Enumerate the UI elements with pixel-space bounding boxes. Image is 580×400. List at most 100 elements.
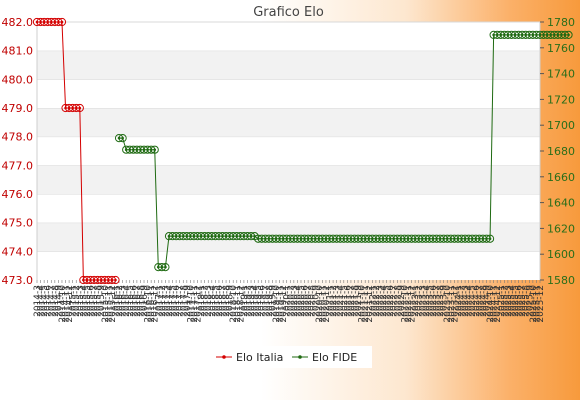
x-tick-label: 2025-11 — [532, 285, 542, 323]
x-tick-label: 2019-4 — [251, 285, 261, 317]
x-tick-label: 2015-2 — [72, 285, 82, 317]
x-tick-label: 2018-3 — [204, 285, 214, 317]
x-tick-label: 2015-7 — [90, 285, 100, 317]
data-point — [485, 234, 495, 243]
y-right-tick-label: 1620 — [547, 222, 575, 235]
x-tick-label: 2023-7 — [433, 285, 443, 317]
x-tick-label: 2015-3 — [76, 285, 86, 317]
x-tick-label: 2016-5 — [126, 285, 136, 317]
data-point — [111, 275, 120, 285]
x-tick-label: 2023-5 — [425, 285, 435, 317]
x-tick-label: 2015-5 — [83, 285, 93, 317]
x-tick-label: 2023-11 — [447, 285, 457, 323]
x-tick-label: 2020-11 — [318, 285, 328, 323]
x-tick-label: 2016-4 — [122, 285, 132, 317]
x-tick-label: 2024-11 — [490, 285, 500, 323]
y-axis-left: 473.0 474.0 475.0 476.0 477.0 478.0 479.0 480.0… — [2, 16, 34, 287]
x-tick-label: 2022-3 — [375, 285, 385, 317]
x-tick-label: 2014-9 — [54, 285, 64, 317]
x-tick-label: 2019-8 — [265, 285, 275, 317]
data-point-core — [60, 20, 64, 24]
x-tick-label: 2022-8 — [393, 285, 403, 317]
y-left-tick-label: 481.0 — [2, 45, 34, 58]
y-left-tick-label: 479.0 — [2, 102, 34, 115]
x-tick-label: 2021-5 — [340, 285, 350, 317]
x-tick-label: 2019-12 — [279, 285, 289, 323]
x-tick-label: 2021-12 — [365, 285, 375, 323]
x-tick-label: 2023-8 — [436, 285, 446, 317]
y-right-tick-label: 1780 — [547, 16, 575, 29]
x-tick-label: 2022-5 — [383, 285, 393, 317]
y-left-tick-label: 475.0 — [2, 217, 34, 230]
x-tick-label: 2019-6 — [258, 285, 268, 317]
x-tick-label: 2018-5 — [211, 285, 221, 317]
x-tick-label: 2022-1 — [368, 285, 378, 317]
grid-band — [37, 108, 540, 137]
x-tick-label: 2016-11 — [147, 285, 157, 323]
grid-band — [37, 50, 540, 80]
x-tick-label: 2021-2 — [329, 285, 339, 317]
x-tick-label: 2019-11 — [276, 285, 286, 323]
y-right-tick-label: 1680 — [547, 145, 575, 158]
x-tick-label: 2018-11 — [233, 285, 243, 323]
x-tick-label: 2014-6 — [44, 285, 54, 317]
x-tick-label: 2025-6 — [515, 285, 525, 317]
data-point-core — [121, 136, 124, 140]
x-tick-label: 2024-1 — [454, 285, 464, 317]
x-tick-label: 2020-6 — [301, 285, 311, 317]
x-tick-label: 2017-4 — [165, 285, 175, 317]
x-tick-label: 2017-5 — [169, 285, 179, 317]
x-tick-label: 2022-4 — [379, 285, 389, 317]
x-tick-label: 2023-3 — [418, 285, 428, 317]
x-tick-label: 2016-6 — [129, 285, 139, 317]
x-tick-label: 2017-1 — [154, 285, 164, 317]
x-tick-label: 2018-8 — [222, 285, 232, 317]
series-1 — [114, 30, 573, 272]
x-tick-label: 2017-11 — [190, 285, 200, 323]
y-left-tick-label: 478.0 — [2, 131, 34, 144]
x-tick-label: 2020-10 — [315, 285, 325, 323]
x-tick-label: 2019-7 — [261, 285, 271, 317]
x-tick-label: 2018-4 — [208, 285, 218, 317]
x-tick-label: 2025-5 — [511, 285, 521, 317]
x-tick-label: 2014-7 — [47, 285, 57, 317]
y-right-tick-label: 1700 — [547, 119, 575, 132]
x-tick-label: 2018-7 — [219, 285, 229, 317]
x-tick-label: 2015-12 — [108, 285, 118, 323]
legend-label: Elo Italia — [236, 351, 283, 364]
x-tick-label: 2016-12 — [151, 285, 161, 323]
x-tick-label: 2021-6 — [343, 285, 353, 317]
x-tick-label: 2021-3 — [333, 285, 343, 317]
x-tick-label: 2021-7 — [347, 285, 357, 317]
grid-band — [37, 251, 540, 280]
y-right-tick-label: 1580 — [547, 274, 575, 287]
x-tick-label: 2016-7 — [133, 285, 143, 317]
x-tick-label: 2023-9 — [440, 285, 450, 317]
x-tick-label: 2015-10 — [101, 285, 111, 323]
x-tick-label: 2025-1 — [497, 285, 507, 317]
x-tick-label: 2022-12 — [408, 285, 418, 323]
x-tick-label: 2015-1 — [69, 285, 79, 317]
grid-band — [37, 194, 540, 223]
x-tick-label: 2014-10 — [58, 285, 68, 323]
series-0 — [32, 17, 120, 285]
x-tick-label: 2014-8 — [51, 285, 61, 317]
x-tick-label: 2014-3 — [33, 285, 43, 317]
x-tick-label: 2018-6 — [215, 285, 225, 317]
x-tick-label: 2025-4 — [507, 285, 517, 317]
x-tick-label: 2024-12 — [493, 285, 503, 323]
x-tick-label: 2017-10 — [186, 285, 196, 323]
x-tick-label: 2021-8 — [350, 285, 360, 317]
x-tick-label: 2023-2 — [415, 285, 425, 317]
y-right-tick-label: 1660 — [547, 171, 575, 184]
x-tick-label: 2019-3 — [247, 285, 257, 317]
x-tick-label: 2020-4 — [293, 285, 303, 317]
grid-band — [37, 79, 540, 108]
x-tick-label: 2022-6 — [386, 285, 396, 317]
y-right-tick-label: 1760 — [547, 42, 575, 55]
x-tick-label: 2020-12 — [322, 285, 332, 323]
x-tick-label: 2015-6 — [87, 285, 97, 317]
x-tick-label: 2016-2 — [115, 285, 125, 317]
data-point — [564, 30, 573, 40]
